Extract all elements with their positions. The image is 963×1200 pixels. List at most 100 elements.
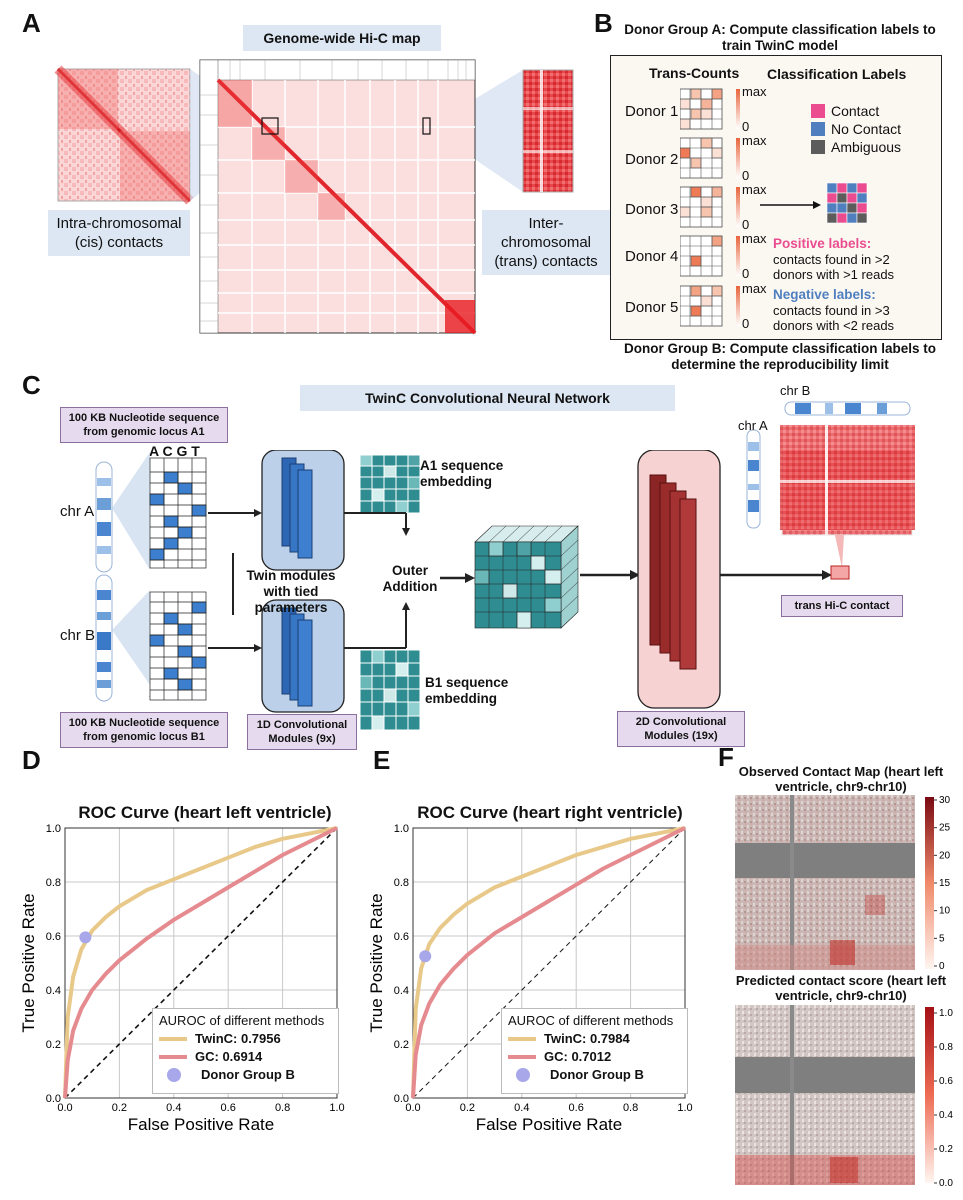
cis-caption: Intra-chromosomal (cis) contacts (48, 210, 190, 256)
panel-b-top-title: Donor Group A: Compute classification la… (624, 22, 936, 53)
roc-e-ytick: 0.8 (394, 877, 409, 889)
conv1d-label: 1D Convolutional Modules (9x) (247, 714, 357, 750)
roc-d-legend-twinc: TwinC: 0.7956 (159, 1031, 338, 1046)
positive-title: Positive labels: (773, 236, 872, 251)
roc-e-ytick: 1.0 (394, 823, 409, 835)
roc-d-title: ROC Curve (heart left ventricle) (78, 803, 332, 822)
predicted-colorbar-tick-label: 0.8 (939, 1042, 953, 1053)
roc-d-legend: AUROC of different methods TwinC: 0.7956… (152, 1008, 339, 1094)
predicted-map-title: Predicted contact score (heart left vent… (735, 973, 947, 1003)
trans-zoom-map (522, 69, 574, 193)
panel-e-letter: E (373, 745, 391, 775)
roc-d-series-1 (63, 826, 338, 1099)
a1-embedding-label: A1 sequence embedding (420, 458, 504, 489)
scale-min-5: 0 (742, 316, 750, 331)
negative-text: contacts found in >3 donors with <2 read… (773, 303, 895, 333)
roc-d-series-0 (63, 826, 338, 1099)
panel-c-title: TwinC Convolutional Neural Network (300, 385, 675, 411)
roc-d-legend-gc: GC: 0.6914 (159, 1049, 338, 1064)
ambiguous-swatch (811, 140, 825, 154)
observed-colorbar-tick-label: 30 (939, 795, 951, 806)
roc-d-ytick: 0.8 (46, 877, 61, 889)
scale-max-1: max (742, 84, 767, 99)
observed-colorbar-tick-label: 5 (939, 933, 945, 944)
seq-a-box: 100 KB Nucleotide sequence from genomic … (60, 407, 228, 443)
roc-e-series-1 (411, 826, 686, 1099)
roc-e-gc-label: GC: 0.7012 (544, 1049, 612, 1064)
roc-e-xtick: 0.6 (569, 1102, 584, 1114)
predicted-contact-heatmap: 1.0 0.8 0.6 0.4 0.2 0.0 (735, 1005, 953, 1189)
roc-e-xtick: 0.4 (514, 1102, 529, 1114)
roc-e-xtick: 1.0 (677, 1102, 692, 1114)
roc-chart-right-ventricle: 0.00.0 0.2 0.2 0.4 0.4 0.6 0.6 0.8 0.8 1.0 1.0 Fals… (368, 823, 693, 1134)
panel-b-box (610, 55, 942, 340)
conv2d-label: 2D Convolutional Modules (19x) (617, 711, 745, 747)
trans-counts-header: Trans-Counts (649, 65, 740, 81)
roc-e-legend-title: AUROC of different methods (508, 1013, 674, 1028)
roc-d-xlabel: False Positive Rate (128, 1115, 274, 1134)
panel-d-letter: D (22, 745, 41, 775)
roc-e-xlabel: False Positive Rate (476, 1115, 622, 1134)
predicted-colorbar-tick-label: 0.2 (939, 1144, 953, 1155)
label-arrow-and-grid (760, 182, 868, 224)
roc-d-xtick: 0.8 (275, 1102, 290, 1114)
roc-e-legend-donorb: Donor Group B (508, 1067, 687, 1082)
legend-contact-label: Contact (831, 103, 880, 119)
roc-e-legend: AUROC of different methods TwinC: 0.7984… (501, 1008, 688, 1094)
donor-5-label: Donor 5 (625, 299, 679, 316)
legend-no-contact: No Contact (811, 121, 901, 137)
roc-d-ytick: 0.0 (46, 1093, 61, 1105)
roc-e-plot-frame (412, 827, 686, 1099)
legend-ambiguous: Ambiguous (811, 139, 901, 155)
legend-contact: Contact (811, 103, 879, 119)
scale-max-2: max (742, 133, 767, 148)
chr-b-label: chr B (60, 627, 96, 644)
roc-e-twinc-label: TwinC: 0.7984 (544, 1031, 630, 1046)
roc-d-legend-title: AUROC of different methods (159, 1013, 325, 1028)
panel-f-letter: F (718, 742, 734, 772)
roc-d-ytick: 1.0 (46, 823, 61, 835)
twin-modules-label: Twin modules with tied parameters (246, 568, 336, 615)
roc-d-legend-donorb: Donor Group B (159, 1067, 338, 1082)
scale-max-4: max (742, 231, 767, 246)
roc-d-xtick: 0.2 (112, 1102, 127, 1114)
panel-a-letter: A (22, 8, 41, 38)
roc-e-donor-b-point (419, 950, 432, 963)
donor-matrices (680, 88, 740, 327)
legend-ambiguous-label: Ambiguous (831, 139, 902, 155)
donor-3-label: Donor 3 (625, 201, 679, 218)
roc-d-donorb-label: Donor Group B (201, 1067, 295, 1082)
panel-c-letter: C (22, 370, 41, 400)
roc-e-ylabel: True Positive Rate (368, 893, 386, 1032)
chromosome-a (95, 461, 113, 573)
panel-b-bottom-title: Donor Group B: Compute classification la… (623, 341, 937, 372)
roc-e-legend-twinc: TwinC: 0.7984 (508, 1031, 687, 1046)
roc-d-ytick: 0.2 (46, 1039, 61, 1051)
roc-e-xtick: 0.2 (460, 1102, 475, 1114)
roc-e-legend-gc: GC: 0.7012 (508, 1049, 687, 1064)
legend-no-contact-label: No Contact (831, 121, 902, 137)
roc-e-ytick: 0.6 (394, 931, 409, 943)
no-contact-swatch (811, 122, 825, 136)
out-chr-a-label: chr A (738, 418, 768, 433)
trans-contact-label: trans Hi-C contact (781, 595, 903, 617)
roc-e-donorb-label: Donor Group B (550, 1067, 644, 1082)
observed-colorbar-tick-label: 10 (939, 906, 951, 917)
b1-embedding-label: B1 sequence embedding (425, 675, 509, 706)
seq-b-box: 100 KB Nucleotide sequence from genomic … (60, 712, 228, 748)
donor-1-label: Donor 1 (625, 103, 679, 120)
roc-e-title: ROC Curve (heart right ventricle) (417, 803, 683, 822)
donor-2-label: Donor 2 (625, 151, 679, 168)
roc-e-ytick: 0.2 (394, 1039, 409, 1051)
scale-max-5: max (742, 281, 767, 296)
observed-map-title: Observed Contact Map (heart left ventric… (738, 764, 944, 794)
donor-4-label: Donor 4 (625, 248, 679, 265)
roc-d-xtick: 1.0 (329, 1102, 344, 1114)
out-chr-b-label: chr B (780, 383, 811, 398)
positive-text: contacts found in >2 donors with >1 read… (773, 252, 895, 282)
roc-d-ytick: 0.6 (46, 931, 61, 943)
roc-e-ytick: 0.0 (394, 1093, 409, 1105)
roc-e-ytick: 0.4 (394, 985, 409, 997)
acgt-top: A C G T (149, 443, 200, 459)
outer-sum-tensor (474, 525, 579, 629)
